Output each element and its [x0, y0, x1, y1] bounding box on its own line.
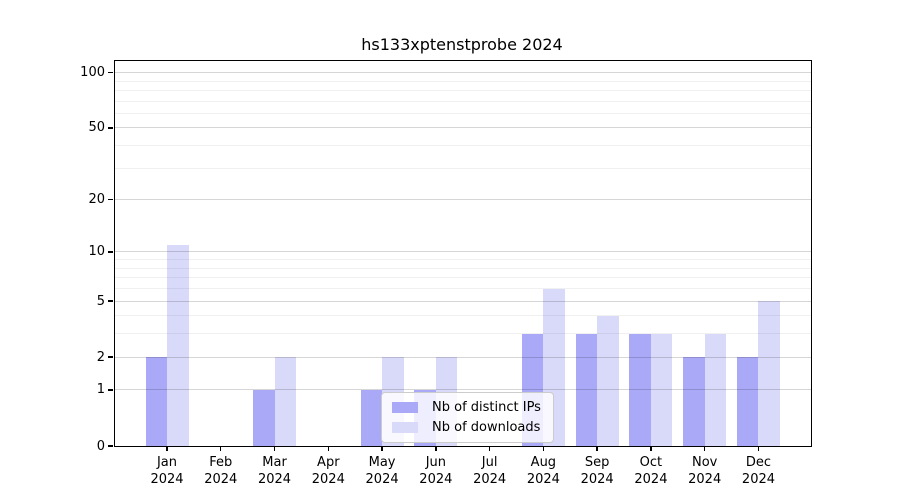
x-tick-label-jun: Jun 2024 [419, 455, 453, 487]
bar-downloads-oct [650, 333, 673, 446]
y-minor-gridline [115, 100, 811, 102]
y-major-gridline [115, 199, 811, 201]
bar-distinct-ips-mar [253, 389, 275, 446]
bar-distinct-ips-jan [145, 357, 167, 446]
y-minor-gridline [115, 80, 811, 82]
legend-swatch-distinct-ips [392, 402, 418, 413]
plot-area: Nb of distinct IPs Nb of downloads 0 1 2 5 1… [80, 60, 812, 487]
y-tick-mark [108, 300, 114, 302]
x-tick-mark [166, 446, 168, 451]
x-tick-mark [650, 446, 652, 451]
y-tick-label: 10 [88, 244, 105, 260]
y-minor-gridline [115, 145, 811, 147]
y-minor-gridline [115, 288, 811, 290]
x-tick-label-aug: Aug 2024 [526, 455, 560, 487]
y-minor-gridline [115, 259, 811, 261]
y-minor-gridline [115, 167, 811, 169]
y-major-gridline [115, 300, 811, 302]
x-tick-label-mar: Mar 2024 [257, 455, 292, 487]
x-tick-label-apr: Apr 2024 [311, 455, 345, 487]
y-tick-label: 100 [80, 65, 105, 81]
x-tick-mark [273, 446, 276, 451]
y-tick-mark [108, 71, 114, 74]
x-tick-label-jan: Jan 2024 [150, 455, 184, 487]
x-tick-mark [757, 446, 760, 451]
bar-downloads-nov [704, 333, 727, 446]
x-tick-label-nov: Nov 2024 [688, 455, 722, 487]
bar-downloads-sep [597, 315, 619, 446]
bar-distinct-ips-nov [683, 357, 705, 446]
x-tick-mark [381, 446, 383, 451]
legend-label-distinct-ips: Nb of distinct IPs [432, 400, 541, 415]
x-tick-mark [435, 446, 437, 451]
x-tick-mark [542, 446, 545, 451]
y-tick-label: 50 [88, 120, 105, 136]
bar-downloads-mar [274, 357, 297, 446]
y-tick-mark [108, 445, 114, 447]
chart-title: hs133xptenstprobe 2024 [361, 35, 563, 54]
y-tick-mark [108, 198, 114, 201]
x-tick-label-sep: Sep 2024 [580, 455, 614, 487]
legend-swatch-downloads [392, 422, 418, 433]
bar-distinct-ips-oct [629, 333, 651, 446]
legend-label-downloads: Nb of downloads [432, 420, 541, 435]
legend: Nb of distinct IPs Nb of downloads [381, 392, 554, 443]
y-major-gridline [115, 251, 811, 253]
legend-item-downloads: Nb of downloads [392, 420, 541, 435]
y-tick-mark [108, 127, 114, 129]
y-tick-label: 0 [96, 438, 105, 454]
x-tick-label-jul: Jul 2024 [473, 455, 507, 487]
x-tick-label-may: May 2024 [365, 455, 399, 487]
x-tick-mark [327, 446, 329, 451]
x-tick-label-oct: Oct 2024 [634, 455, 668, 487]
y-tick-label: 5 [96, 293, 105, 309]
y-tick-mark [108, 251, 114, 253]
x-tick-label-feb: Feb 2024 [204, 455, 238, 487]
legend-item-distinct-ips: Nb of distinct IPs [392, 400, 541, 415]
x-tick-mark [488, 446, 491, 451]
y-tick-mark [108, 356, 114, 358]
y-minor-gridline [115, 112, 811, 114]
bar-distinct-ips-sep [575, 333, 598, 446]
y-tick-label: 1 [96, 382, 105, 398]
bar-downloads-dec [758, 301, 780, 446]
y-minor-gridline [115, 89, 811, 91]
bar-distinct-ips-may [360, 389, 383, 446]
x-tick-mark [596, 446, 598, 451]
y-major-gridline [115, 127, 811, 129]
y-minor-gridline [115, 315, 811, 317]
y-tick-mark [108, 389, 114, 391]
y-major-gridline [115, 72, 811, 74]
y-minor-gridline [115, 267, 811, 269]
y-minor-gridline [115, 277, 811, 279]
bar-distinct-ips-dec [736, 357, 759, 446]
x-tick-mark [220, 446, 222, 451]
x-tick-label-dec: Dec 2024 [741, 455, 776, 487]
y-tick-label: 20 [88, 192, 105, 208]
bar-downloads-jan [167, 244, 189, 446]
y-tick-label: 2 [96, 349, 105, 365]
x-tick-mark [704, 446, 706, 451]
